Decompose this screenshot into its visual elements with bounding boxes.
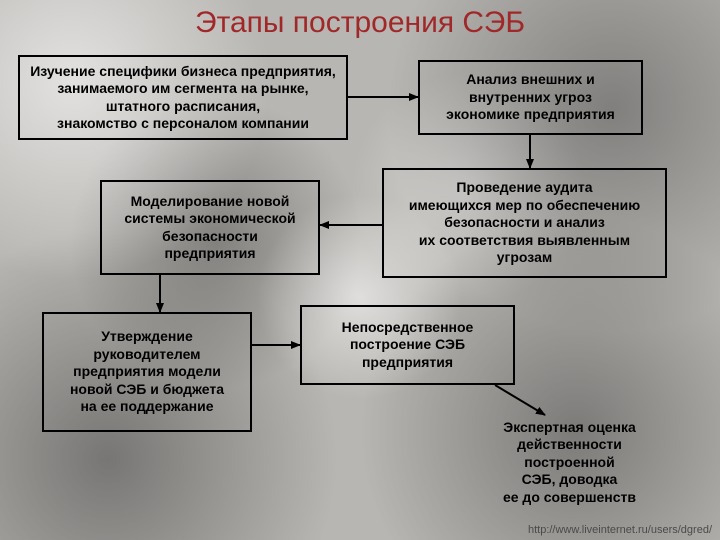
node-study-text: Изучение специфики бизнеса предприятия, … <box>30 63 336 133</box>
diagram-title-text: Этапы построения СЭБ <box>195 6 525 39</box>
node-modeling-text: Моделирование новой системы экономическо… <box>124 193 295 263</box>
node-building: Непосредственное построение СЭБ предприя… <box>300 305 515 385</box>
node-study: Изучение специфики бизнеса предприятия, … <box>18 55 348 140</box>
node-expert: Экспертная оценка действенности построен… <box>462 405 677 520</box>
node-approval-text: Утверждение руководителем предприятия мо… <box>70 328 224 416</box>
watermark-text: http://www.liveinternet.ru/users/dgred/ <box>528 524 712 536</box>
node-modeling: Моделирование новой системы экономическо… <box>100 180 320 275</box>
watermark: http://www.liveinternet.ru/users/dgred/ <box>528 524 712 536</box>
node-audit: Проведение аудита имеющихся мер по обесп… <box>382 168 667 278</box>
diagram-title: Этапы построения СЭБ <box>0 6 720 40</box>
node-audit-text: Проведение аудита имеющихся мер по обесп… <box>409 179 640 267</box>
node-building-text: Непосредственное построение СЭБ предприя… <box>342 319 474 372</box>
node-expert-text: Экспертная оценка действенности построен… <box>503 419 636 507</box>
node-analysis-text: Анализ внешних и внутренних угроз эконом… <box>446 71 615 124</box>
node-analysis: Анализ внешних и внутренних угроз эконом… <box>418 60 643 135</box>
node-approval: Утверждение руководителем предприятия мо… <box>42 312 252 432</box>
